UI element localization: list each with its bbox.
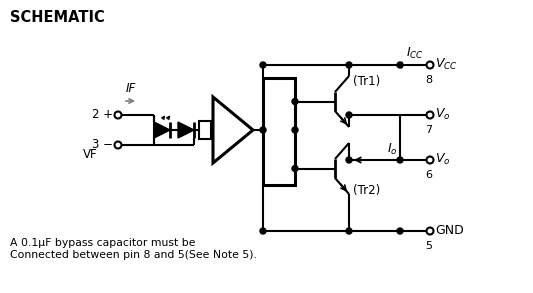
- Text: 7: 7: [425, 125, 433, 135]
- Circle shape: [426, 62, 433, 69]
- Polygon shape: [154, 122, 170, 138]
- Text: $V_o$: $V_o$: [435, 106, 450, 122]
- Circle shape: [292, 166, 298, 171]
- Text: (Tr1): (Tr1): [353, 75, 380, 88]
- Text: GND: GND: [435, 224, 464, 236]
- Circle shape: [426, 112, 433, 118]
- Polygon shape: [178, 122, 194, 138]
- Circle shape: [397, 157, 403, 163]
- Circle shape: [426, 227, 433, 234]
- Circle shape: [397, 228, 403, 234]
- Text: $I_o$: $I_o$: [386, 142, 397, 157]
- Circle shape: [426, 156, 433, 163]
- Text: $V_{CC}$: $V_{CC}$: [435, 57, 458, 71]
- Text: 5: 5: [425, 241, 432, 251]
- Circle shape: [346, 228, 352, 234]
- Circle shape: [260, 228, 266, 234]
- Circle shape: [260, 127, 266, 133]
- Bar: [199, 121, 211, 139]
- Text: $V_o$: $V_o$: [435, 151, 450, 166]
- Text: VF: VF: [83, 149, 98, 161]
- Circle shape: [292, 98, 298, 105]
- Circle shape: [346, 62, 352, 68]
- Circle shape: [260, 62, 266, 68]
- Circle shape: [115, 142, 122, 149]
- Circle shape: [292, 127, 298, 133]
- Text: 3 −: 3 −: [92, 139, 113, 151]
- Text: SCHEMATIC: SCHEMATIC: [10, 10, 105, 25]
- Text: 6: 6: [425, 170, 432, 180]
- Text: $I_{CC}$: $I_{CC}$: [406, 46, 424, 61]
- Text: IF: IF: [126, 82, 136, 95]
- Circle shape: [346, 157, 352, 163]
- Circle shape: [346, 112, 352, 118]
- Circle shape: [397, 62, 403, 68]
- Text: 8: 8: [425, 75, 433, 85]
- Text: (Tr2): (Tr2): [353, 184, 380, 197]
- Circle shape: [115, 112, 122, 118]
- Text: A 0.1μF bypass capacitor must be: A 0.1μF bypass capacitor must be: [10, 238, 196, 248]
- Bar: [263, 78, 295, 185]
- Text: 2 +: 2 +: [92, 108, 113, 122]
- Text: Connected between pin 8 and 5(See Note 5).: Connected between pin 8 and 5(See Note 5…: [10, 250, 257, 260]
